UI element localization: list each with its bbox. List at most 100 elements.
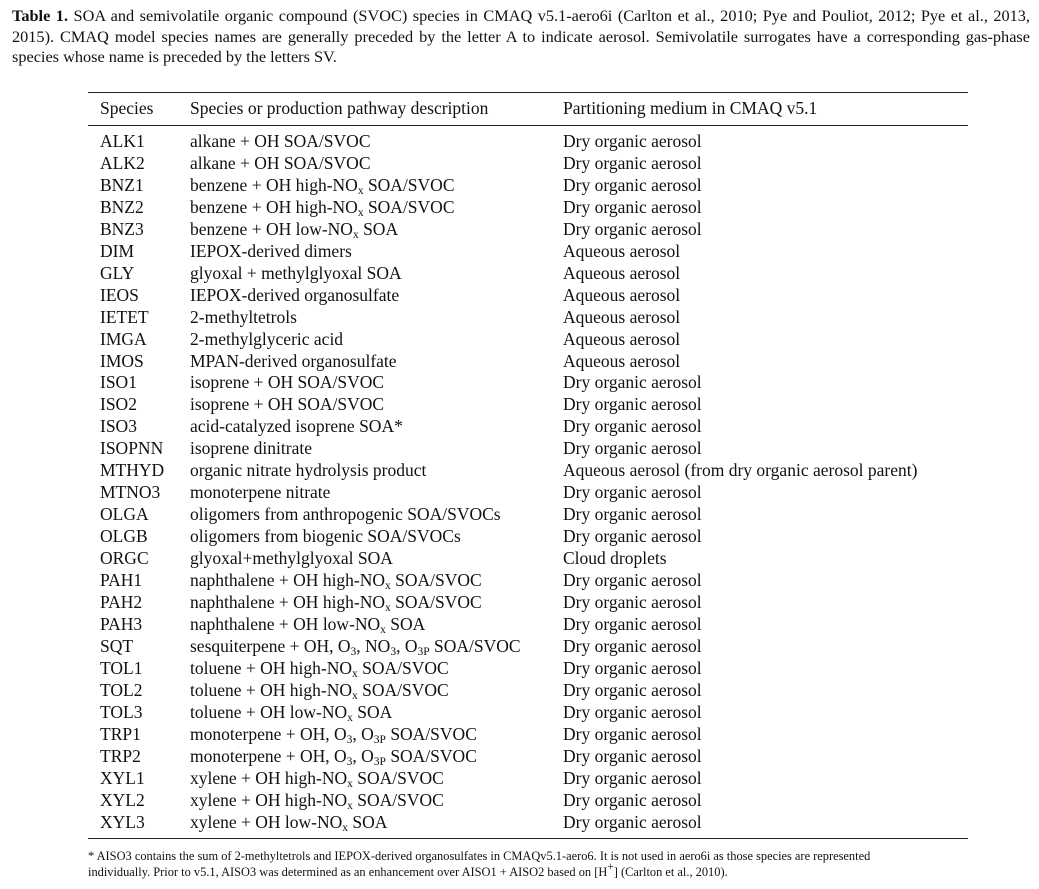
- partitioning-cell: Dry organic aerosol: [563, 438, 702, 459]
- header-species: Species: [100, 98, 154, 118]
- description-cell: monoterpene nitrate: [190, 482, 331, 503]
- species-cell: ISO3: [100, 416, 137, 437]
- partitioning-cell: Dry organic aerosol: [563, 701, 702, 722]
- species-cell: XYL1: [100, 767, 145, 788]
- species-cell: TRP1: [100, 723, 141, 744]
- partitioning-cell: Dry organic aerosol: [563, 394, 702, 415]
- species-cell: IMGA: [100, 328, 147, 349]
- table-row: TRP2 monoterpene + OH, O3, O3P SOA/SVOC Dr…: [88, 746, 968, 768]
- table-row: ISO3 acid-catalyzed isoprene SOA* Dry orga…: [88, 416, 968, 438]
- table-row: OLGA oligomers from anthropogenic SOA/SVO…: [88, 504, 968, 526]
- description-cell: MPAN-derived organosulfate: [190, 350, 397, 371]
- table-row: BNZ2 benzene + OH high-NOx SOA/SVOC Dry or…: [88, 197, 968, 219]
- species-cell: ISO2: [100, 394, 137, 415]
- table-row: BNZ3 benzene + OH low-NOx SOA Dry organic …: [88, 219, 968, 241]
- partitioning-cell: Dry organic aerosol: [563, 767, 702, 788]
- partitioning-cell: Cloud droplets: [563, 548, 667, 569]
- description-cell: xylene + OH high-NOx SOA/SVOC: [190, 767, 444, 790]
- partitioning-cell: Dry organic aerosol: [563, 152, 702, 173]
- table-row: PAH2 naphthalene + OH high-NOx SOA/SVOC Dr…: [88, 592, 968, 614]
- description-cell: 2-methyltetrols: [190, 306, 297, 327]
- table-row: PAH3 naphthalene + OH low-NOx SOA Dry orga…: [88, 614, 968, 636]
- table-row: TOL3 toluene + OH low-NOx SOA Dry organic …: [88, 702, 968, 724]
- table-caption: Table 1. SOA and semivolatile organic co…: [12, 6, 1030, 68]
- species-cell: OLGA: [100, 504, 149, 525]
- partitioning-cell: Aqueous aerosol: [563, 262, 681, 283]
- description-cell: xylene + OH low-NOx SOA: [190, 811, 388, 834]
- table-header-rule: [88, 125, 968, 126]
- species-cell: XYL3: [100, 811, 145, 832]
- species-cell: BNZ1: [100, 174, 144, 195]
- species-cell: MTHYD: [100, 460, 165, 481]
- partitioning-cell: Dry organic aerosol: [563, 174, 702, 195]
- species-cell: TOL3: [100, 701, 143, 722]
- table-row: ALK1 alkane + OH SOA/SVOC Dry organic aero…: [88, 131, 968, 153]
- caption-label: Table 1.: [12, 6, 69, 25]
- species-cell: ISOPNN: [100, 438, 164, 459]
- table-row: GLY glyoxal + methylglyoxal SOA Aqueous ae…: [88, 263, 968, 285]
- species-cell: PAH3: [100, 613, 143, 634]
- table-body: ALK1 alkane + OH SOA/SVOC Dry organic aero…: [88, 131, 968, 834]
- table-row: MTHYD organic nitrate hydrolysis product A…: [88, 460, 968, 482]
- partitioning-cell: Dry organic aerosol: [563, 504, 702, 525]
- partitioning-cell: Dry organic aerosol: [563, 723, 702, 744]
- table-row: BNZ1 benzene + OH high-NOx SOA/SVOC Dry or…: [88, 175, 968, 197]
- species-cell: DIM: [100, 240, 135, 261]
- table-top-rule: [88, 92, 968, 93]
- table-row: ORGC glyoxal+methylglyoxal SOA Cloud dropl…: [88, 548, 968, 570]
- description-cell: oligomers from anthropogenic SOA/SVOCs: [190, 504, 501, 525]
- partitioning-cell: Aqueous aerosol: [563, 328, 681, 349]
- table-row: DIM IEPOX-derived dimers Aqueous aerosol: [88, 241, 968, 263]
- description-cell: xylene + OH high-NOx SOA/SVOC: [190, 789, 444, 812]
- description-cell: toluene + OH high-NOx SOA/SVOC: [190, 679, 449, 702]
- table-row: XYL1 xylene + OH high-NOx SOA/SVOC Dry org…: [88, 768, 968, 790]
- species-cell: PAH2: [100, 592, 143, 613]
- partitioning-cell: Dry organic aerosol: [563, 789, 702, 810]
- partitioning-cell: Dry organic aerosol: [563, 592, 702, 613]
- partitioning-cell: Dry organic aerosol: [563, 635, 702, 656]
- description-cell: glyoxal + methylglyoxal SOA: [190, 262, 402, 283]
- description-cell: benzene + OH low-NOx SOA: [190, 218, 399, 241]
- table-row: PAH1 naphthalene + OH high-NOx SOA/SVOC Dr…: [88, 570, 968, 592]
- species-cell: IMOS: [100, 350, 144, 371]
- partitioning-cell: Aqueous aerosol (from dry organic aeroso…: [563, 460, 918, 481]
- partitioning-cell: Dry organic aerosol: [563, 196, 702, 217]
- partitioning-cell: Dry organic aerosol: [563, 218, 702, 239]
- table-row: ISO1 isoprene + OH SOA/SVOC Dry organic ae…: [88, 372, 968, 394]
- table-bottom-rule: [88, 838, 968, 839]
- species-cell: ALK2: [100, 152, 145, 173]
- description-cell: monoterpene + OH, O3, O3P SOA/SVOC: [190, 723, 477, 746]
- description-cell: alkane + OH SOA/SVOC: [190, 131, 371, 151]
- species-cell: PAH1: [100, 570, 143, 591]
- species-cell: SQT: [100, 635, 134, 656]
- partitioning-cell: Aqueous aerosol: [563, 306, 681, 327]
- species-cell: ISO1: [100, 372, 137, 393]
- partitioning-cell: Dry organic aerosol: [563, 570, 702, 591]
- description-cell: isoprene + OH SOA/SVOC: [190, 372, 385, 393]
- description-cell: naphthalene + OH low-NOx SOA: [190, 613, 426, 636]
- table-row: IMOS MPAN-derived organosulfate Aqueous ae…: [88, 351, 968, 373]
- partitioning-cell: Dry organic aerosol: [563, 131, 702, 151]
- table-row: TRP1 monoterpene + OH, O3, O3P SOA/SVOC Dr…: [88, 724, 968, 746]
- table-row: ISOPNN isoprene dinitrate Dry organic aero…: [88, 438, 968, 460]
- species-cell: ORGC: [100, 548, 149, 569]
- description-cell: IEPOX-derived organosulfate: [190, 284, 400, 305]
- species-cell: TOL2: [100, 679, 143, 700]
- description-cell: isoprene dinitrate: [190, 438, 312, 459]
- description-cell: glyoxal+methylglyoxal SOA: [190, 548, 393, 569]
- table-row: MTNO3 monoterpene nitrate Dry organic aero…: [88, 482, 968, 504]
- partitioning-cell: Dry organic aerosol: [563, 679, 702, 700]
- description-cell: benzene + OH high-NOx SOA/SVOC: [190, 196, 455, 219]
- partitioning-cell: Dry organic aerosol: [563, 482, 702, 503]
- description-cell: toluene + OH low-NOx SOA: [190, 701, 393, 724]
- species-cell: XYL2: [100, 789, 145, 810]
- partitioning-cell: Aqueous aerosol: [563, 240, 681, 261]
- species-cell: IETET: [100, 306, 149, 327]
- description-cell: oligomers from biogenic SOA/SVOCs: [190, 526, 461, 547]
- description-cell: organic nitrate hydrolysis product: [190, 460, 427, 481]
- partitioning-cell: Dry organic aerosol: [563, 372, 702, 393]
- partitioning-cell: Dry organic aerosol: [563, 416, 702, 437]
- header-description: Species or production pathway descriptio…: [190, 98, 489, 118]
- partitioning-cell: Dry organic aerosol: [563, 811, 702, 832]
- description-cell: sesquiterpene + OH, O3, NO3, O3P SOA/SVO…: [190, 635, 521, 658]
